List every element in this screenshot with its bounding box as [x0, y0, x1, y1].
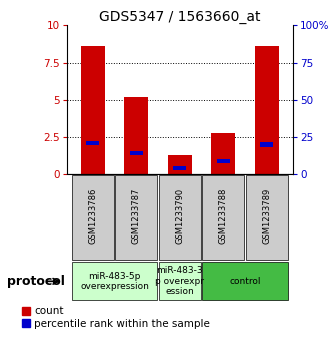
- Bar: [72, 175, 114, 261]
- Bar: [202, 175, 244, 261]
- Bar: [260, 142, 273, 147]
- Text: GSM1233789: GSM1233789: [262, 188, 271, 244]
- Bar: [159, 262, 201, 301]
- Text: control: control: [229, 277, 261, 286]
- Bar: [72, 262, 157, 301]
- Bar: [255, 46, 279, 174]
- Bar: [211, 132, 235, 174]
- Bar: [173, 166, 186, 170]
- Bar: [217, 159, 230, 163]
- Text: GSM1233786: GSM1233786: [88, 188, 97, 244]
- Text: miR-483-3
p overexpr
ession: miR-483-3 p overexpr ession: [155, 266, 204, 296]
- Bar: [168, 155, 192, 174]
- Text: miR-483-5p
overexpression: miR-483-5p overexpression: [80, 272, 149, 291]
- Bar: [202, 262, 288, 301]
- Bar: [81, 46, 105, 174]
- Text: GSM1233787: GSM1233787: [132, 188, 141, 244]
- Legend: count, percentile rank within the sample: count, percentile rank within the sample: [22, 306, 210, 329]
- Bar: [130, 151, 143, 155]
- Text: protocol: protocol: [7, 275, 65, 288]
- Text: GSM1233788: GSM1233788: [219, 188, 228, 244]
- Bar: [159, 175, 201, 261]
- Text: GSM1233790: GSM1233790: [175, 188, 184, 244]
- Title: GDS5347 / 1563660_at: GDS5347 / 1563660_at: [99, 11, 260, 24]
- Bar: [246, 175, 288, 261]
- Bar: [124, 97, 148, 174]
- Bar: [115, 175, 157, 261]
- Bar: [86, 141, 99, 145]
